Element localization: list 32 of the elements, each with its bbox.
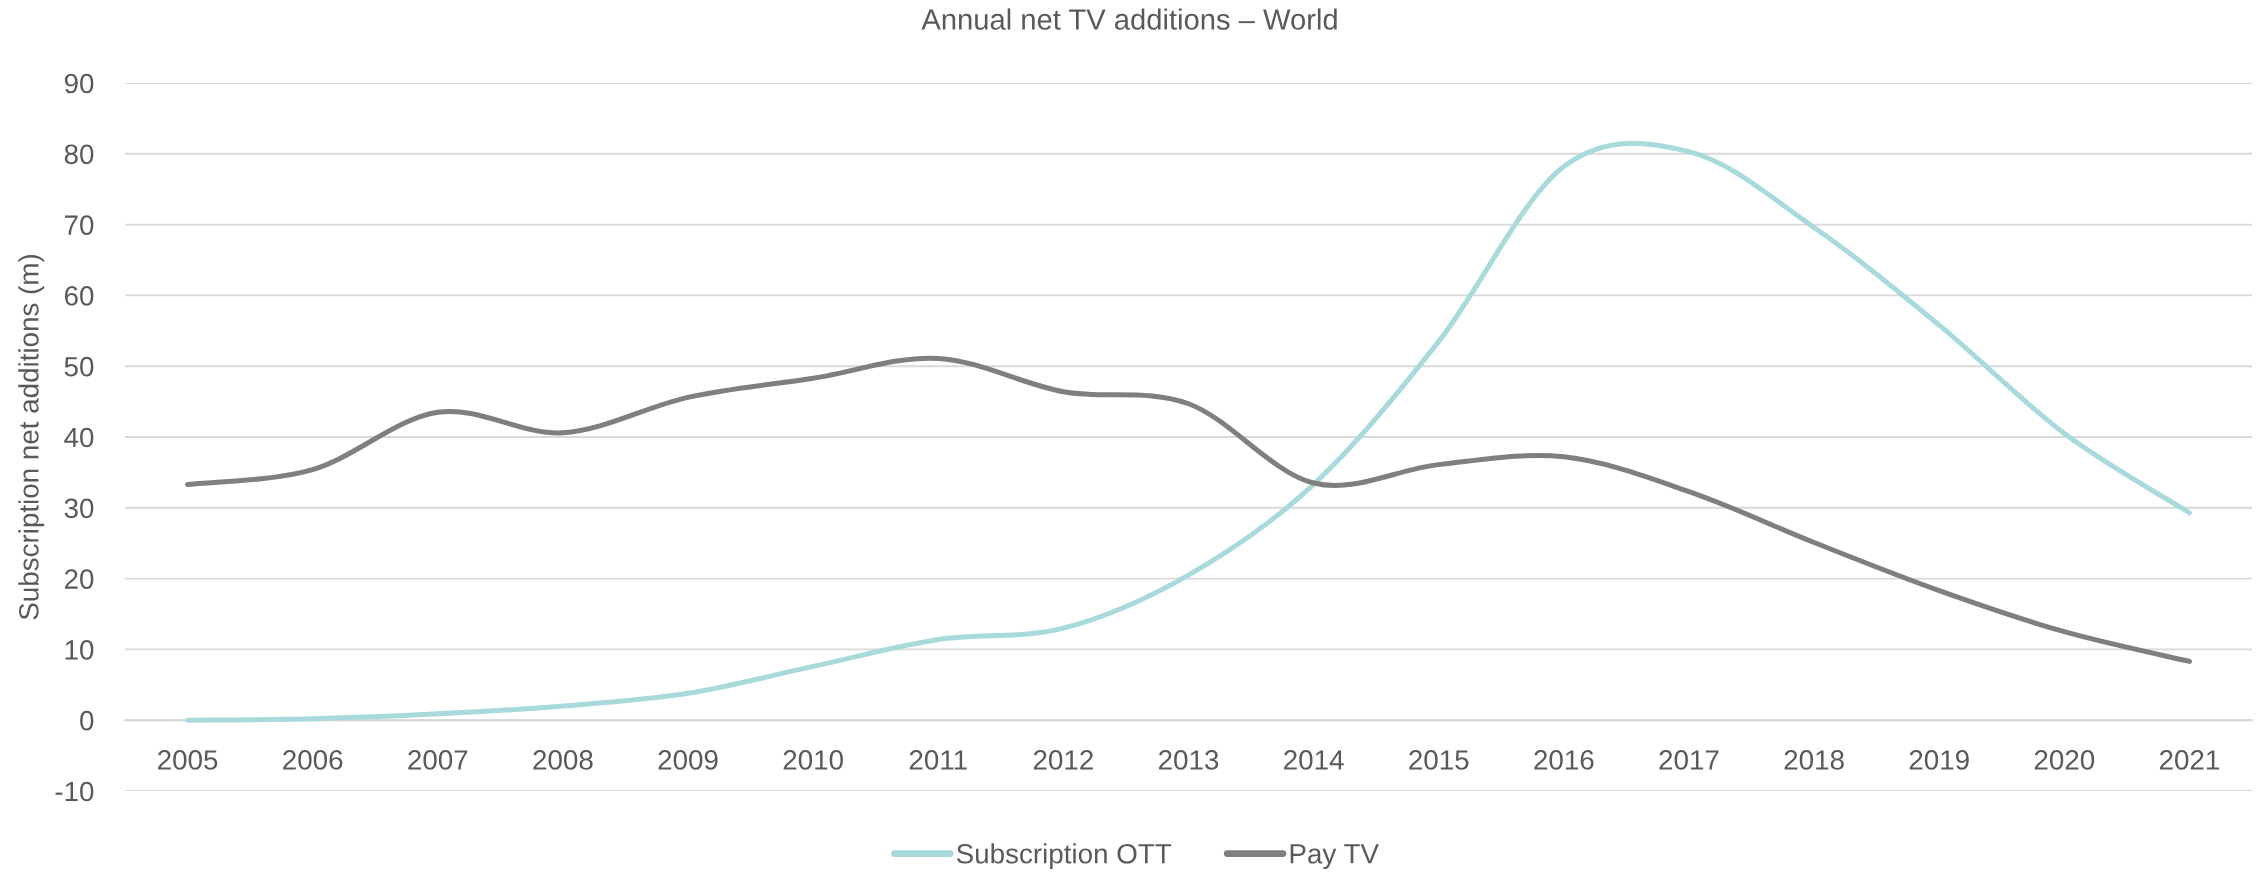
legend-label: Subscription OTT	[956, 843, 1172, 870]
x-tick-label: 2008	[533, 750, 593, 770]
x-tick-label: 2009	[658, 750, 718, 770]
x-tick-label: 2019	[1909, 750, 1969, 770]
y-tick-label: 50	[64, 356, 94, 377]
y-tick-label: 30	[64, 498, 94, 519]
chart-title: Annual net TV additions – World	[921, 8, 1337, 30]
x-tick-label: 2017	[1659, 750, 1719, 770]
y-tick-label: 20	[64, 569, 94, 589]
x-tick-label: 2020	[2034, 750, 2095, 770]
x-tick-label: 2007	[408, 750, 468, 770]
y-tick-label: 90	[64, 73, 94, 94]
x-tick-label: 2014	[1284, 750, 1344, 770]
x-tick-label: 2021	[2159, 750, 2219, 770]
y-tick-label: -10	[55, 781, 94, 802]
y-tick-label: 80	[64, 144, 94, 165]
x-tick-label: 2011	[909, 750, 967, 770]
y-tick-label: 40	[64, 427, 94, 448]
x-tick-label: 2012	[1033, 750, 1093, 770]
x-tick-label: 2013	[1159, 750, 1219, 770]
y-tick-label: 60	[64, 286, 94, 306]
x-tick-label: 2016	[1534, 750, 1594, 770]
legend-label: Pay TV	[1290, 844, 1379, 870]
y-tick-label: 10	[65, 640, 94, 660]
x-tick-label: 2010	[783, 750, 843, 770]
x-tick-label: 2006	[283, 750, 343, 770]
x-tick-label: 2018	[1784, 750, 1844, 770]
x-tick-label: 2015	[1409, 750, 1469, 770]
x-tick-label: 2005	[158, 750, 218, 770]
y-axis-title: Subscription net additions (m)	[18, 254, 45, 620]
y-tick-label: 70	[64, 215, 94, 235]
y-tick-label: 0	[80, 710, 94, 731]
